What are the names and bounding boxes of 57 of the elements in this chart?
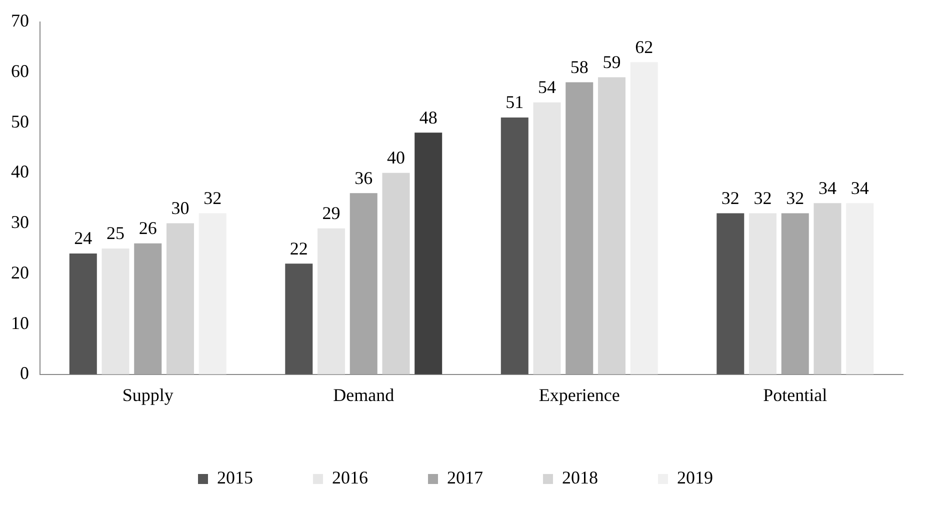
y-tick-label: 70 <box>11 10 29 31</box>
y-tick-label: 0 <box>20 363 29 384</box>
legend-label: 2017 <box>447 468 483 488</box>
y-tick-label: 60 <box>11 60 29 81</box>
data-label: 58 <box>570 56 588 77</box>
y-tick-label: 50 <box>11 111 29 132</box>
data-label: 62 <box>635 36 654 57</box>
data-label: 30 <box>171 198 190 218</box>
data-label: 26 <box>138 218 157 238</box>
x-tick-label: Potential <box>763 384 828 405</box>
data-label: 51 <box>506 92 524 112</box>
data-label: 32 <box>721 188 740 208</box>
x-tick-label: Supply <box>122 384 174 405</box>
y-tick-label: 10 <box>11 312 29 333</box>
x-tick-label: Experience <box>538 384 620 405</box>
data-label: 54 <box>538 77 556 98</box>
data-label: 34 <box>850 178 869 198</box>
y-tick-label: 40 <box>11 162 29 182</box>
legend-label: 2016 <box>332 468 368 488</box>
data-label: 25 <box>106 223 125 244</box>
data-label: 22 <box>290 238 308 258</box>
bar <box>414 132 442 374</box>
bar <box>382 172 410 374</box>
bar <box>566 82 594 374</box>
bar <box>781 213 809 374</box>
bar <box>285 264 313 374</box>
data-label: 29 <box>322 203 340 224</box>
data-label: 36 <box>354 168 373 188</box>
legend-label: 2019 <box>677 468 713 488</box>
bar <box>198 213 226 374</box>
legend-label: 2015 <box>217 468 253 488</box>
x-tick-label: Demand <box>333 384 394 405</box>
bar <box>533 102 561 374</box>
bar <box>500 118 528 374</box>
bar <box>846 203 874 374</box>
bar <box>102 248 130 374</box>
data-label: 59 <box>602 52 621 72</box>
data-label: 40 <box>386 148 405 168</box>
bar <box>598 77 626 374</box>
bar <box>69 254 97 374</box>
bar <box>318 228 346 374</box>
data-label: 32 <box>754 188 772 208</box>
data-label: 34 <box>818 178 836 198</box>
y-tick-label: 30 <box>11 212 29 232</box>
bar <box>716 213 744 374</box>
bar <box>350 193 378 374</box>
data-label: 24 <box>74 228 92 248</box>
data-label: 32 <box>204 188 222 208</box>
bar <box>630 62 658 374</box>
bar <box>749 213 777 374</box>
data-label: 32 <box>786 188 804 208</box>
bar <box>814 203 842 374</box>
bar <box>134 243 162 374</box>
data-label: 48 <box>419 107 438 128</box>
y-tick-label: 20 <box>11 262 29 282</box>
legend-label: 2018 <box>562 468 598 488</box>
bar <box>166 223 194 374</box>
